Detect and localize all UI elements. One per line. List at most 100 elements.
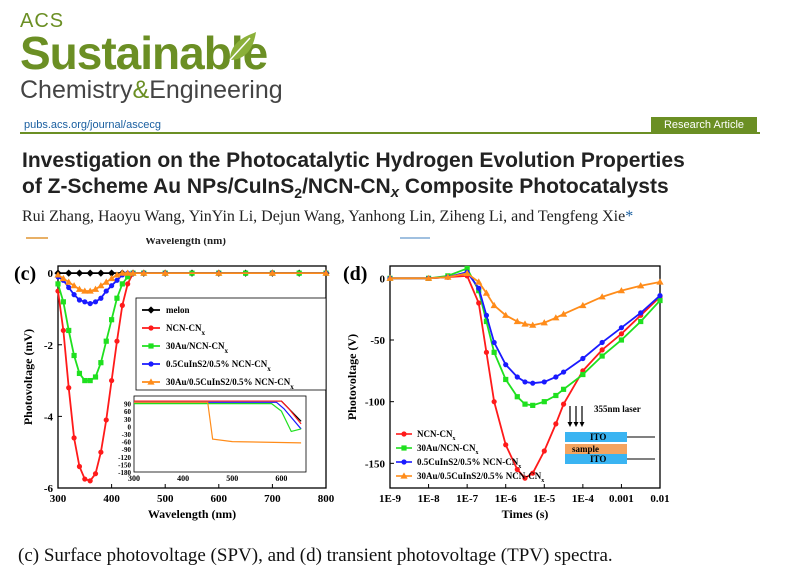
x-tick-label-c: 800 xyxy=(318,493,335,505)
panel-label-d: (d) xyxy=(343,263,367,285)
data-point-c-4 xyxy=(108,274,116,282)
inset-frame-c xyxy=(133,395,307,473)
data-point-c-1 xyxy=(125,281,131,287)
data-point-d-1 xyxy=(599,353,605,359)
data-point-c-2 xyxy=(87,377,93,384)
data-point-c-1 xyxy=(76,463,83,470)
data-point-c-4 xyxy=(70,282,78,289)
data-point-d-2 xyxy=(514,374,520,380)
inset-y-tick-label: -180 xyxy=(118,469,131,477)
inset-x-tick-label: 300 xyxy=(128,474,140,483)
data-point-c-3 xyxy=(109,283,115,289)
data-point-c-1 xyxy=(60,327,66,334)
data-point-d-0 xyxy=(483,349,490,355)
legend-marker-c xyxy=(148,361,154,367)
data-point-c-4 xyxy=(140,269,148,276)
data-point-d-3 xyxy=(579,301,587,309)
x-tick-label-c: 300 xyxy=(50,493,67,505)
plot-frame-d xyxy=(389,265,661,489)
legend-subscript-d: x xyxy=(453,436,456,442)
legend-subscript-c: x xyxy=(267,365,271,373)
legend-subscript-d: x xyxy=(518,464,521,470)
x-tick-label-c: 600 xyxy=(211,493,228,505)
data-point-d-1 xyxy=(464,265,470,272)
data-point-c-4 xyxy=(81,287,89,294)
cut-axis-label: Wavelength (nm) xyxy=(145,238,226,247)
data-point-d-1 xyxy=(580,371,586,378)
data-point-d-2 xyxy=(491,339,497,346)
inset-line-c-3 xyxy=(134,403,302,433)
data-point-d-2 xyxy=(503,362,509,368)
data-point-d-2 xyxy=(483,312,490,318)
layer-label: sample xyxy=(572,444,599,454)
data-point-c-3 xyxy=(98,295,104,301)
paper-title: Investigation on the Photocatalytic Hydr… xyxy=(22,148,782,206)
data-point-c-1 xyxy=(82,476,88,482)
journal-logo-acs: ACS xyxy=(20,10,65,32)
data-point-c-0 xyxy=(75,269,84,277)
data-point-d-0 xyxy=(491,399,497,405)
data-point-d-3 xyxy=(656,278,664,285)
data-point-d-3 xyxy=(559,310,568,317)
data-point-c-2 xyxy=(125,274,131,280)
data-point-c-2 xyxy=(71,352,77,359)
layer-ito xyxy=(565,432,627,442)
data-point-d-3 xyxy=(637,282,645,289)
data-point-c-3 xyxy=(114,277,120,283)
corresponding-author-mark: * xyxy=(625,208,634,225)
data-point-d-1 xyxy=(553,392,559,399)
data-point-d-0 xyxy=(522,475,528,481)
figure-caption: (c) Surface photovoltage (SPV), and (d) … xyxy=(18,545,613,566)
data-point-d-3 xyxy=(513,317,521,325)
data-point-d-1 xyxy=(503,376,509,383)
x-axis-label-c: Wavelength (nm) xyxy=(148,507,236,521)
journal-url[interactable]: pubs.acs.org/journal/ascecg xyxy=(24,119,161,131)
inset-y-tick-label: 90 xyxy=(124,401,132,409)
data-point-c-4 xyxy=(124,269,132,276)
data-point-c-2 xyxy=(119,281,125,287)
legend-marker-c xyxy=(147,306,155,314)
x-tick-label-d: 1E-6 xyxy=(495,493,518,505)
legend-marker-c xyxy=(148,343,154,349)
inset-line-c-4 xyxy=(134,401,302,444)
data-point-d-3 xyxy=(482,289,491,296)
x-tick-label-c: 700 xyxy=(264,493,281,505)
y-tick-label-c: -6 xyxy=(44,483,54,495)
data-point-d-0 xyxy=(541,448,547,454)
data-point-c-4 xyxy=(97,282,105,289)
y-tick-label-d: -50 xyxy=(370,335,385,347)
author-list: Rui Zhang, Haoyu Wang, YinYin Li, Dejun … xyxy=(22,208,634,225)
data-point-c-4 xyxy=(54,271,62,278)
data-point-c-0 xyxy=(65,269,73,277)
legend-label-d: 30Au/NCN-CNx xyxy=(417,443,479,456)
inset-y-tick-label: 60 xyxy=(124,408,132,416)
y-tick-label-c: -4 xyxy=(44,411,54,423)
data-point-c-0 xyxy=(97,269,105,277)
data-point-d-3 xyxy=(490,301,498,309)
data-point-d-3 xyxy=(502,311,510,318)
data-point-d-3 xyxy=(552,314,560,321)
data-point-c-4 xyxy=(129,269,137,276)
data-point-d-1 xyxy=(638,318,644,325)
data-point-d-2 xyxy=(618,325,625,331)
data-point-d-2 xyxy=(560,369,567,375)
data-point-d-3 xyxy=(598,293,606,300)
series-line-d-3 xyxy=(390,272,661,327)
data-point-d-1 xyxy=(514,394,520,400)
y-tick-label-c: -2 xyxy=(44,340,54,352)
data-point-c-2 xyxy=(82,377,88,384)
data-point-c-1 xyxy=(66,385,72,391)
x-tick-label-d: 0.001 xyxy=(609,493,634,505)
data-point-c-3 xyxy=(82,299,88,305)
data-point-d-1 xyxy=(483,318,490,325)
data-point-d-0 xyxy=(503,442,509,448)
laser-arrowhead xyxy=(579,422,585,427)
data-point-d-0 xyxy=(599,347,605,353)
y-axis-label-d: Photovoltage (V) xyxy=(345,334,359,420)
data-point-c-1 xyxy=(114,338,120,344)
data-point-d-3 xyxy=(529,321,537,328)
data-point-c-2 xyxy=(114,295,120,301)
legend-label-d: 0.5CuInS2/0.5% NCN-CNx xyxy=(417,457,521,470)
data-point-d-1 xyxy=(522,401,528,407)
inset-y-tick-label: 30 xyxy=(124,416,132,424)
